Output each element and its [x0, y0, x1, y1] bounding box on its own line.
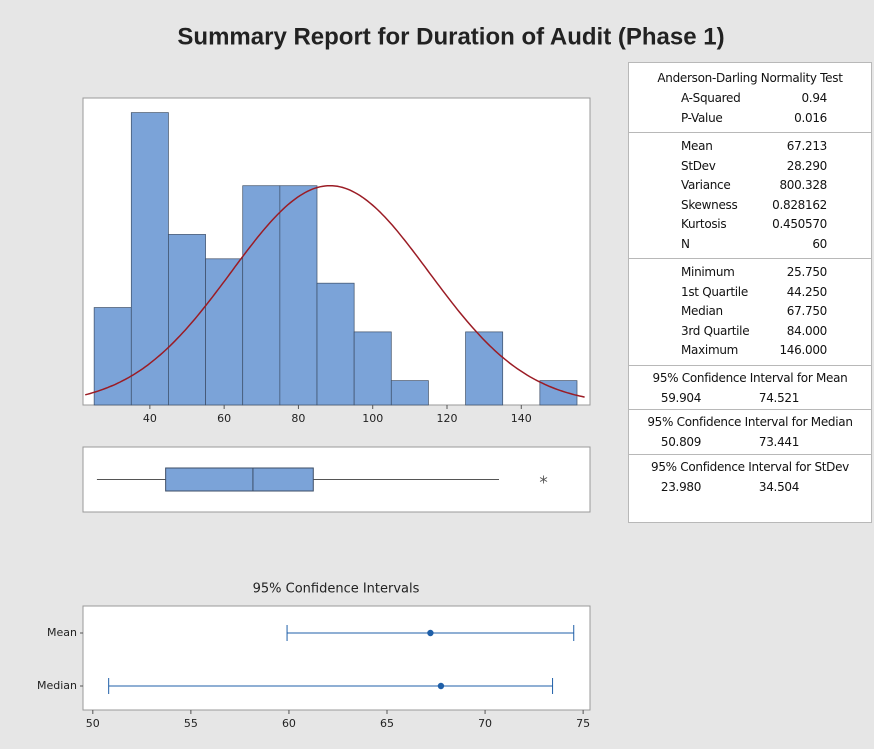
interval-row: 23.980 34.504: [629, 478, 871, 498]
x-tick-label: 50: [86, 717, 100, 730]
interval-title: 95% Confidence Intervals: [253, 582, 420, 597]
stat-row: N 60: [629, 235, 871, 255]
stat-label: StDev: [681, 158, 716, 173]
bar: [279, 185, 318, 406]
interval-row: 50.809 73.441: [629, 433, 871, 453]
stat-row: StDev 28.290: [629, 157, 871, 177]
bar: [242, 185, 281, 406]
bar: [316, 282, 355, 406]
stat-value: 25.750: [786, 265, 828, 279]
stat-label: Mean: [681, 139, 713, 153]
x-tick-label: 140: [511, 412, 532, 425]
stat-label: 3rd Quartile: [681, 323, 750, 338]
stat-row: 1st Quartile 44.250: [629, 283, 871, 303]
section-title: Anderson-Darling Normality Test: [657, 71, 843, 85]
stat-value: 146.000: [779, 343, 827, 357]
bar: [465, 331, 504, 406]
outlier: [539, 475, 548, 484]
x-tick-label: 60: [282, 717, 296, 730]
x-tick-label: 75: [576, 717, 590, 730]
interval-row: 59.904 74.521: [629, 389, 871, 409]
interval-panel: [82, 605, 591, 711]
stat-value: 0.016: [794, 110, 827, 125]
interval-low: 23.980: [660, 479, 702, 494]
stat-value: 0.94: [801, 91, 827, 105]
estimate: [437, 682, 445, 690]
bar: [130, 112, 169, 406]
stat-row: Minimum 25.750: [629, 263, 871, 283]
stat-label: P-Value: [681, 110, 723, 125]
interval-section: 95% Confidence Interval for Median 50.809…: [629, 410, 871, 455]
interval-low: 59.904: [660, 390, 702, 405]
stat-label: Kurtosis: [681, 217, 727, 231]
interval-section: 95% Confidence Interval for StDev 23.980 3…: [629, 455, 871, 499]
x-tick-label: 40: [143, 412, 157, 425]
interval-section: 95% Confidence Interval for Mean 59.904 74…: [629, 366, 871, 410]
interval-high: 73.441: [758, 435, 800, 449]
y-tick-label: Median: [37, 679, 77, 692]
x-tick-label: 80: [291, 412, 305, 425]
bar: [205, 258, 244, 406]
stat-label: A-Squared: [681, 91, 741, 105]
stat-row: Variance 800.328: [629, 176, 871, 196]
stat-row: Median 67.750: [629, 302, 871, 322]
stat-value: 28.290: [786, 158, 828, 173]
interval-low: 50.809: [660, 435, 702, 449]
stat-row: Skewness 0.828162: [629, 196, 871, 216]
fit-curve: [85, 184, 585, 398]
x-tick-label: 60: [217, 412, 231, 425]
stat-row: Mean 67.213: [629, 137, 871, 157]
stat-value: 44.250: [786, 284, 828, 299]
stat-value: 67.213: [786, 139, 828, 153]
section-title: 95% Confidence Interval for Mean: [652, 370, 848, 385]
x-tick-label: 70: [478, 717, 492, 730]
section-title: 95% Confidence Interval for StDev: [650, 459, 849, 474]
section-title: 95% Confidence Interval for Median: [647, 415, 853, 429]
stat-row: P-Value 0.016: [629, 109, 871, 129]
stat-row: 3rd Quartile 84.000: [629, 322, 871, 342]
stat-label: Median: [681, 304, 723, 318]
stat-value: 67.750: [786, 304, 828, 318]
bar: [390, 380, 429, 406]
interval-high: 74.521: [758, 390, 800, 405]
outlier-stroke: [539, 477, 548, 482]
y-tick-label: Mean: [47, 626, 77, 639]
moments-section: Mean 67.213 StDev 28.290 Variance 800.328 Skew…: [629, 133, 871, 259]
report-title: Summary Report for Duration of Audit (Ph…: [177, 23, 724, 50]
bar: [168, 234, 206, 406]
interval-high: 34.504: [758, 479, 800, 494]
stats-table: Anderson-Darling Normality Test A-Squared…: [628, 62, 872, 523]
stat-label: Skewness: [681, 197, 738, 212]
stat-value: 0.828162: [772, 197, 827, 212]
stat-value: 0.450570: [772, 217, 827, 231]
stat-value: 60: [812, 236, 827, 251]
x-tick-label: 65: [380, 717, 394, 730]
stat-value: 800.328: [779, 178, 827, 192]
stat-row: Maximum 146.000: [629, 341, 871, 361]
stat-row: A-Squared 0.94: [629, 89, 871, 109]
x-tick-label: 120: [437, 412, 458, 425]
stat-label: Variance: [681, 178, 731, 192]
x-tick-label: 55: [184, 717, 198, 730]
stat-label: 1st Quartile: [681, 284, 748, 299]
stat-row: Kurtosis 0.450570: [629, 215, 871, 235]
bar: [353, 331, 392, 406]
stat-label: N: [681, 236, 690, 251]
estimate: [427, 629, 434, 637]
x-tick-label: 100: [362, 412, 383, 425]
stat-label: Minimum: [681, 265, 735, 279]
quartiles-section: Minimum 25.750 1st Quartile 44.250 Median 67.…: [629, 259, 871, 366]
bar: [93, 307, 132, 406]
stat-label: Maximum: [681, 343, 739, 357]
box: [165, 467, 314, 492]
stat-value: 84.000: [786, 323, 828, 338]
normality-section: Anderson-Darling Normality Test A-Squared…: [629, 63, 871, 133]
